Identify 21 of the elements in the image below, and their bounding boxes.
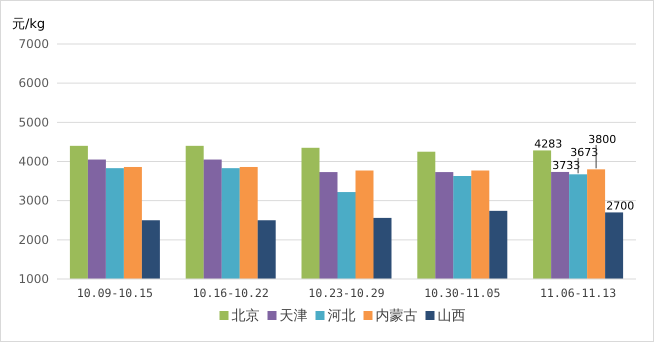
data-label: 2700	[606, 199, 634, 212]
x-tick-label: 10.09-10.15	[76, 286, 153, 300]
y-tick-label: 3000	[18, 194, 49, 208]
legend-label: 内蒙古	[376, 308, 418, 324]
legend-label: 天津	[280, 308, 308, 324]
y-tick-label: 1000	[18, 272, 49, 286]
y-tick-label: 7000	[18, 37, 49, 51]
y-tick-label: 4000	[18, 154, 49, 168]
x-tick-label: 11.06-11.13	[540, 286, 616, 300]
legend-label: 山西	[438, 308, 466, 324]
y-axis-title: 元/kg	[12, 17, 46, 32]
x-tick-label: 10.23-10.29	[308, 286, 385, 300]
legend-label: 河北	[328, 308, 356, 324]
y-tick-label: 6000	[18, 76, 49, 90]
data-label: 4283	[534, 137, 562, 150]
y-tick-label: 2000	[18, 232, 49, 247]
legend-label: 北京	[232, 308, 260, 324]
y-tick-label: 5000	[18, 115, 49, 130]
data-label: 3800	[588, 132, 616, 146]
x-tick-label: 10.16-10.22	[192, 286, 269, 300]
x-tick-label: 10.30-11.05	[424, 286, 500, 300]
